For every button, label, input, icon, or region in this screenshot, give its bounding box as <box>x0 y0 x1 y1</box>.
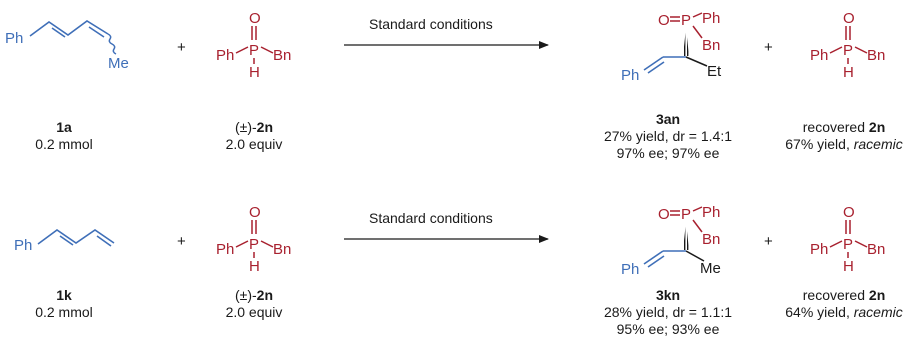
double-bond-2 <box>88 26 105 38</box>
svg-text:Ph: Ph <box>216 47 234 64</box>
phenyl-label: Ph <box>5 30 23 47</box>
plus-sign: + <box>764 233 773 250</box>
compound-1k-label: 1k 0.2 mmol <box>35 287 93 320</box>
svg-text:O: O <box>249 204 261 221</box>
hashed-wedge-bond <box>683 222 689 250</box>
svg-text:O: O <box>843 204 855 221</box>
svg-text:Ph: Ph <box>702 204 720 221</box>
svg-text:O: O <box>658 206 670 223</box>
compound-2n-label: (±)-2n 2.0 equiv <box>225 287 283 320</box>
row1-recovered-phosphine-oxide: O P Ph Bn H <box>810 10 885 81</box>
svg-text:H: H <box>843 64 854 81</box>
svg-text:O: O <box>249 10 261 27</box>
svg-text:Ph: Ph <box>621 261 639 278</box>
row2-product-3kn: O P Ph Bn Me Ph <box>621 204 721 278</box>
svg-text:Ph: Ph <box>216 241 234 258</box>
row2-recovered-phosphine-oxide: O P Ph Bn H <box>810 204 885 275</box>
diene-skeleton <box>29 20 109 37</box>
plus-sign: + <box>177 39 186 56</box>
compound-1a-label: 1a 0.2 mmol <box>35 119 93 152</box>
svg-text:Bn: Bn <box>702 37 720 54</box>
svg-text:Ph: Ph <box>810 241 828 258</box>
svg-text:Me: Me <box>700 260 721 277</box>
hashed-wedge-bond <box>683 28 689 56</box>
svg-text:Bn: Bn <box>273 47 291 64</box>
svg-text:Bn: Bn <box>867 241 885 258</box>
svg-text:Bn: Bn <box>867 47 885 64</box>
svg-text:Et: Et <box>707 63 722 80</box>
svg-text:Bn: Bn <box>273 241 291 258</box>
recovered-2n-label: recovered 2n 67% yield, racemic <box>785 119 903 152</box>
svg-text:O: O <box>843 10 855 27</box>
conditions-label: Standard conditions <box>369 210 493 226</box>
svg-text:H: H <box>249 64 260 81</box>
svg-text:Ph: Ph <box>702 10 720 27</box>
svg-text:H: H <box>249 258 260 275</box>
double-bond-1 <box>51 27 66 38</box>
product-3kn-label: 3kn 28% yield, dr = 1.1:1 95% ee; 93% ee <box>603 287 733 337</box>
plus-sign: + <box>764 39 773 56</box>
svg-text:P: P <box>681 12 691 29</box>
row1-product-3an: O P Ph Bn Et Ph <box>621 10 722 84</box>
compound-2n-label: (±)-2n 2.0 equiv <box>225 119 283 152</box>
row1-phosphine-oxide: O P Ph Bn H <box>216 10 291 81</box>
svg-text:Ph: Ph <box>810 47 828 64</box>
double-bond-1 <box>59 235 74 246</box>
row2-diene-1k: Ph <box>14 229 115 254</box>
svg-text:O: O <box>658 12 670 29</box>
svg-text:P: P <box>681 206 691 223</box>
methyl-label: Me <box>108 55 129 72</box>
diene-skeleton <box>37 229 115 245</box>
svg-text:P: P <box>249 236 259 253</box>
row2-phosphine-oxide: O P Ph Bn H <box>216 204 291 275</box>
svg-text:H: H <box>843 258 854 275</box>
conditions-label: Standard conditions <box>369 16 493 32</box>
product-3an-label: 3an 27% yield, dr = 1.4:1 97% ee; 97% ee <box>603 111 733 161</box>
svg-text:P: P <box>843 236 853 253</box>
wavy-bond <box>107 33 117 55</box>
svg-text:Ph: Ph <box>621 67 639 84</box>
double-bond-2 <box>96 235 112 247</box>
svg-text:P: P <box>249 42 259 59</box>
recovered-2n-label: recovered 2n 64% yield, racemic <box>785 287 903 320</box>
svg-text:Bn: Bn <box>702 231 720 248</box>
row1-diene-1a: Ph Me <box>5 20 129 72</box>
svg-text:P: P <box>843 42 853 59</box>
plus-sign: + <box>177 233 186 250</box>
phenyl-label: Ph <box>14 237 32 254</box>
